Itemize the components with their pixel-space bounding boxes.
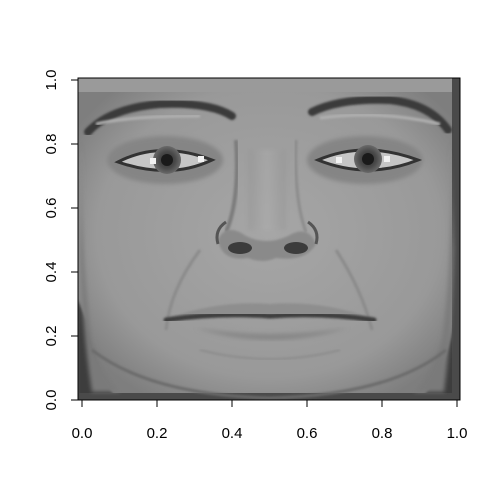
top-band (78, 78, 460, 92)
right-eye-glint (336, 157, 342, 163)
left-eyebrow (84, 99, 236, 136)
nose-bridge (224, 139, 239, 233)
x-tick-label: 1.0 (447, 425, 468, 442)
right-nostril (284, 242, 308, 254)
x-tick-label: 0.2 (147, 425, 168, 442)
y-tick-label: 0.2 (43, 326, 60, 347)
left-brow-highlight (95, 114, 201, 126)
left-eye-glint (150, 158, 156, 164)
mouth-line (163, 312, 377, 323)
right-cheek-shadow (414, 140, 454, 392)
x-tick-label: 0.4 (222, 425, 243, 442)
right-brow-highlight (319, 113, 441, 126)
y-tick-label: 0.6 (43, 198, 60, 219)
left-cheek-shadow (80, 140, 120, 392)
left-pupil (161, 154, 173, 166)
y-tick-label: 0.4 (43, 262, 60, 283)
right-pupil (362, 153, 374, 165)
left-dark-edge (78, 300, 118, 400)
lower-lip (196, 328, 348, 340)
x-tick-label: 0.0 (72, 425, 93, 442)
y-tick-label: 1.0 (43, 70, 60, 91)
y-tick-label: 0.0 (43, 390, 60, 411)
left-nostril (228, 242, 252, 254)
face-image (78, 78, 460, 400)
x-tick-label: 0.6 (297, 425, 318, 442)
right-dark-edge (420, 300, 460, 400)
nose-bridge-right (294, 139, 308, 233)
jaw-line (91, 348, 447, 400)
y-axis: 0.0 0.2 0.4 0.6 0.8 1.0 (43, 70, 79, 411)
nose-ala-left (215, 220, 227, 245)
x-tick-label: 0.8 (372, 425, 393, 442)
nose-ala-right (307, 220, 319, 245)
chin-line (199, 349, 341, 360)
x-axis: 0.0 0.2 0.4 0.6 0.8 1.0 (72, 399, 468, 442)
y-tick-label: 0.8 (43, 134, 60, 155)
right-eyebrow (308, 95, 452, 134)
right-strip (452, 78, 460, 400)
nose-highlight (248, 150, 286, 230)
left-eye-glint-2 (198, 156, 204, 162)
image-background (78, 78, 460, 400)
right-eye-glint-2 (384, 156, 390, 162)
right-nasolabial (334, 249, 374, 331)
